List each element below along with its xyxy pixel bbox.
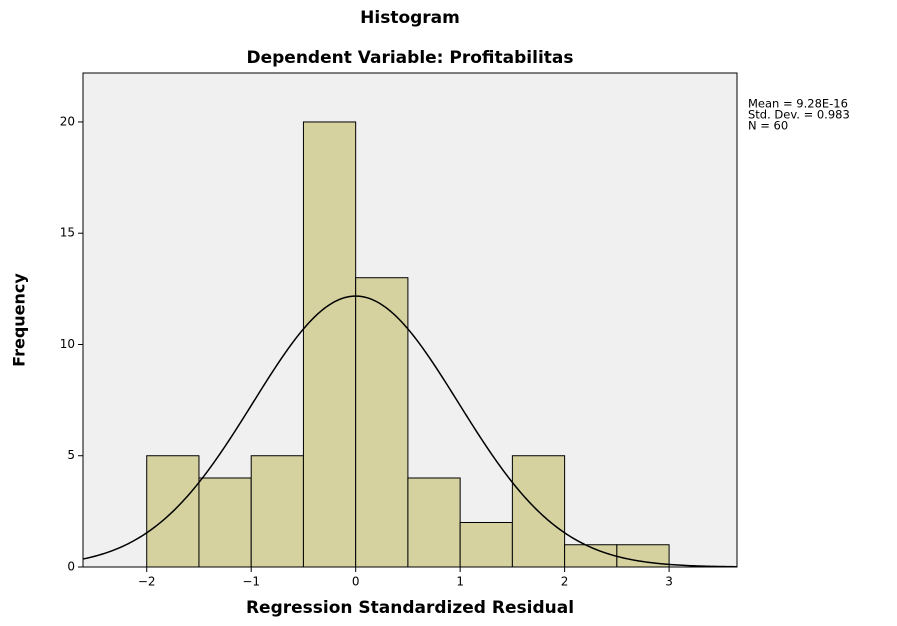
plot-frame <box>82 72 738 568</box>
y-tick-label: 15 <box>60 226 75 240</box>
chart-subtitle: Dependent Variable: Profitabilitas <box>246 48 573 68</box>
x-tick-label: −1 <box>242 575 260 589</box>
y-tick-label: 5 <box>67 448 75 462</box>
x-tick-label: 0 <box>352 575 360 589</box>
x-tick-label: −2 <box>138 575 156 589</box>
bar <box>302 121 357 568</box>
stat-mean: Mean = 9.28E-16 <box>748 97 848 111</box>
bar <box>355 277 409 568</box>
x-tick-label: 2 <box>561 575 569 589</box>
x-axis-label: Regression Standardized Residual <box>246 598 574 618</box>
bar <box>198 477 252 568</box>
y-tick-label: 10 <box>60 337 75 351</box>
x-tick-label: 3 <box>665 575 673 589</box>
y-axis-label: Frequency <box>10 273 29 367</box>
y-tick-label: 20 <box>60 114 75 128</box>
normal-curve <box>82 295 738 568</box>
chart-title: Histogram <box>360 8 460 28</box>
bar <box>250 455 304 568</box>
bar <box>407 477 461 568</box>
bar <box>459 521 513 568</box>
stat-sd: Std. Dev. = 0.983 <box>748 108 850 122</box>
stat-n: N = 60 <box>748 119 788 133</box>
x-tick-label: 1 <box>456 575 464 589</box>
y-tick-label: 0 <box>67 560 75 574</box>
